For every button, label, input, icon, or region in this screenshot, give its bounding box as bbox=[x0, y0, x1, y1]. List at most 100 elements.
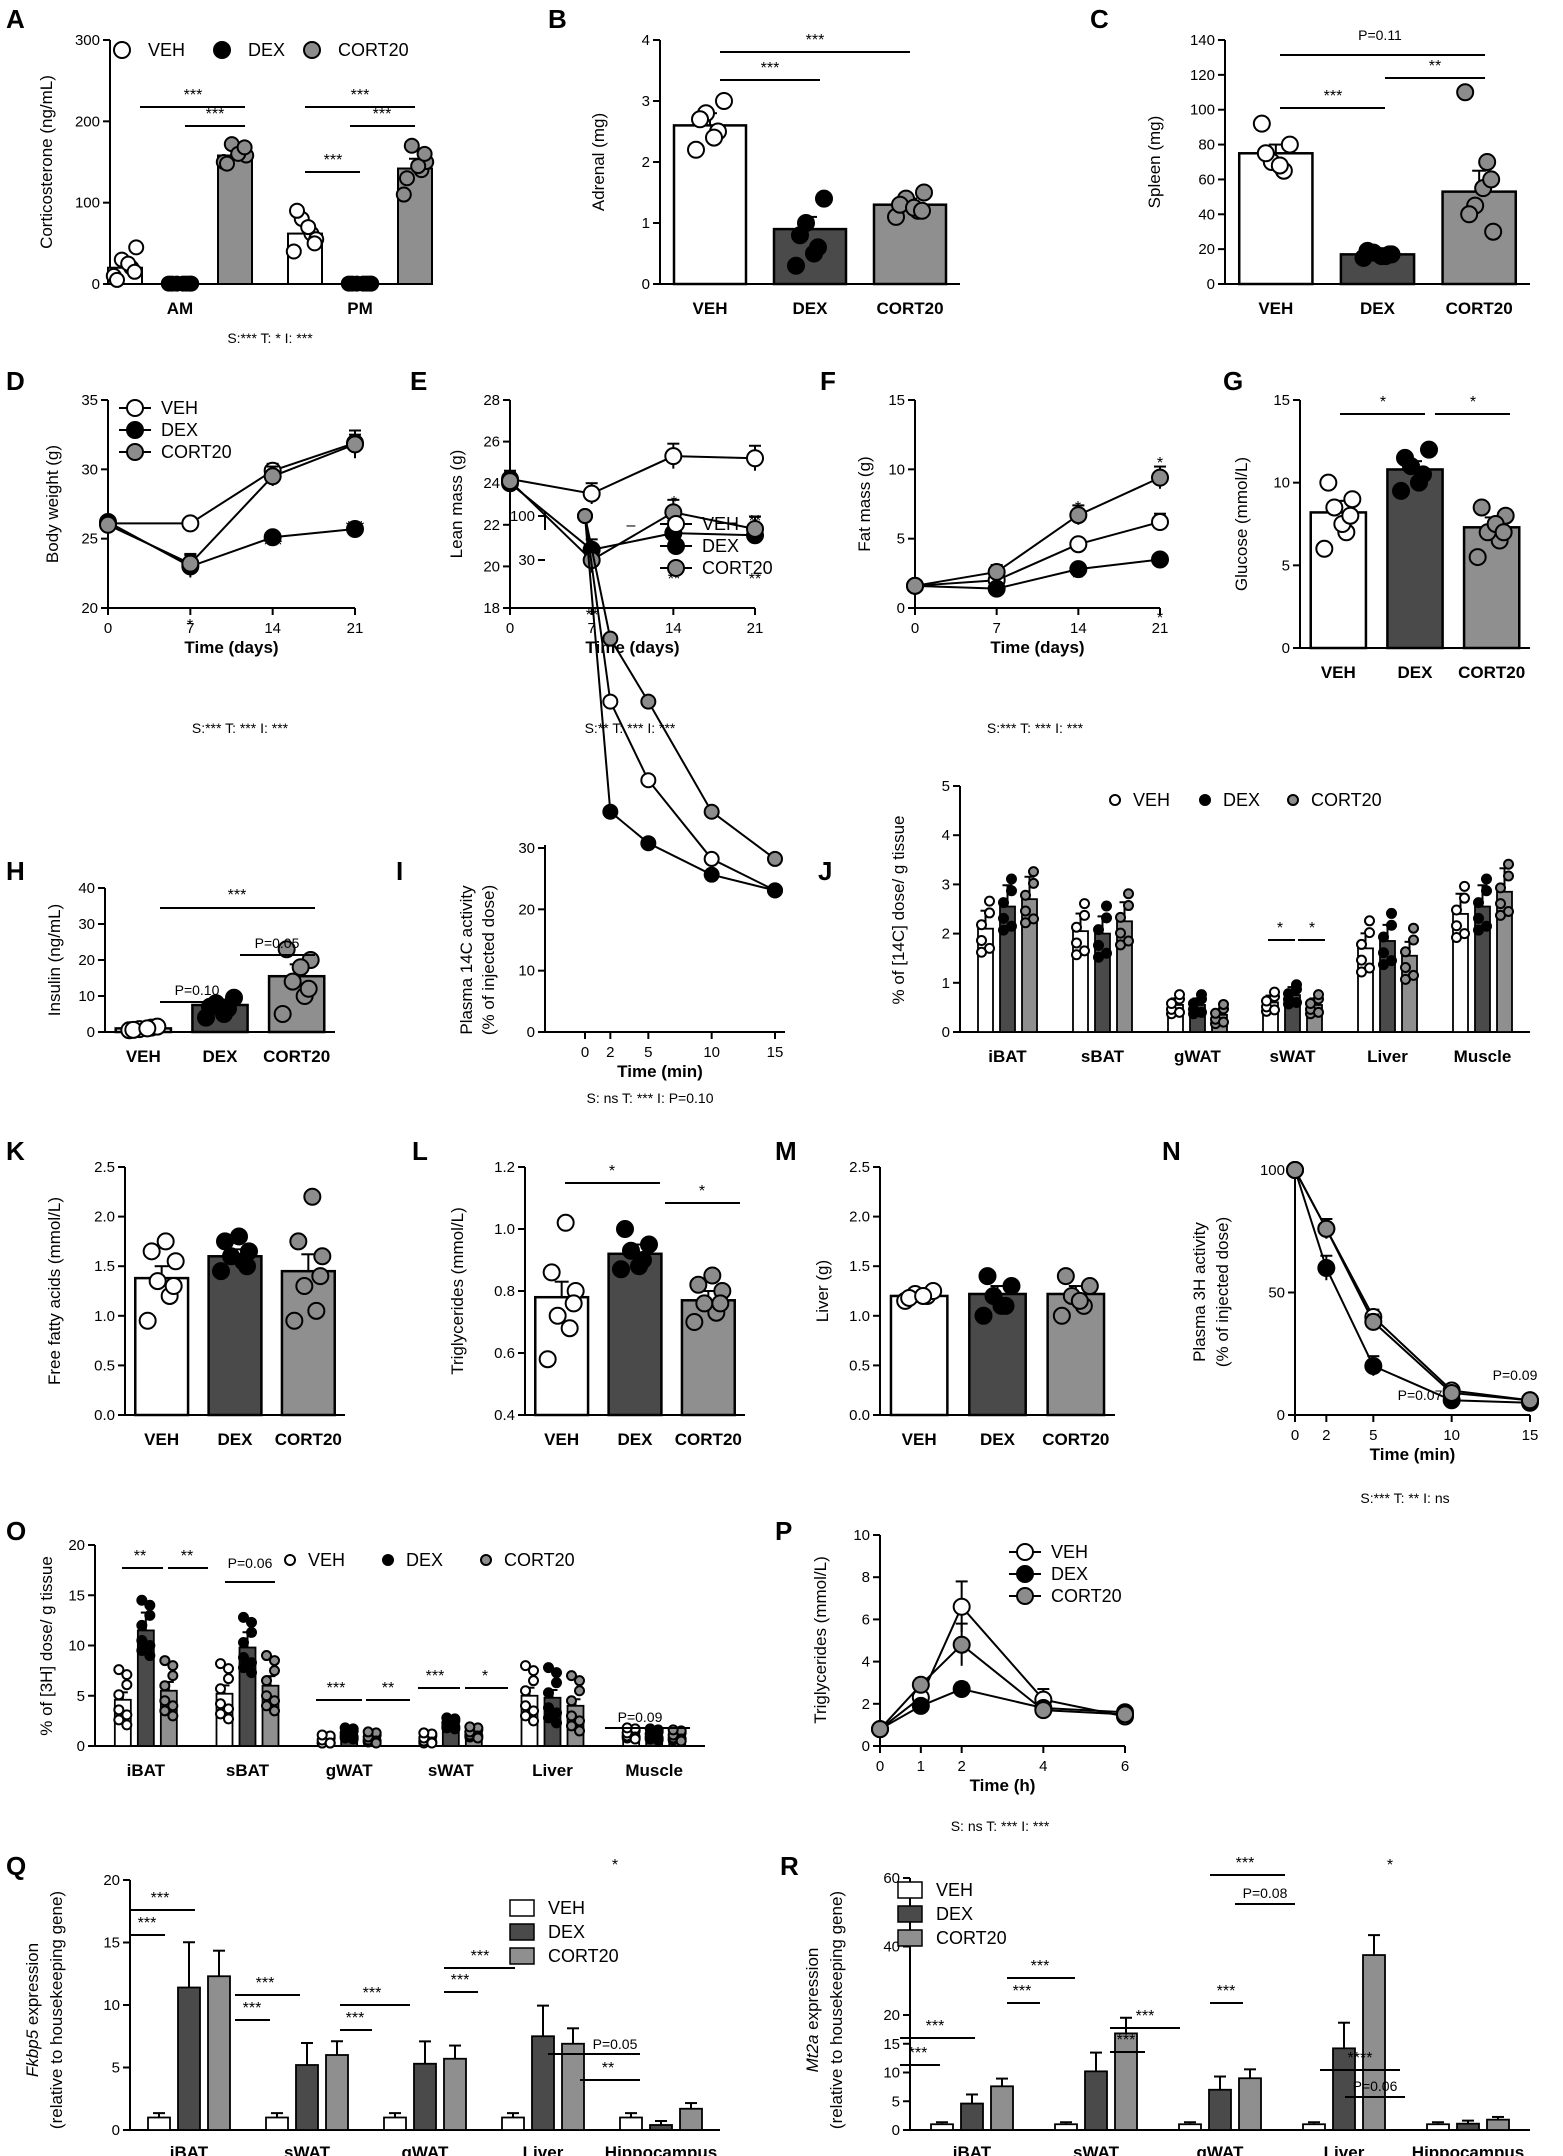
data-point-L-DEX bbox=[612, 1260, 630, 1279]
data-point-G-VEH bbox=[1343, 490, 1362, 509]
x-tick-label-G: VEH bbox=[1321, 663, 1356, 682]
panel-label-C: C bbox=[1090, 4, 1109, 34]
legend-marker-J-VEH bbox=[1109, 794, 1121, 806]
data-point-E-CORT20 bbox=[746, 519, 764, 538]
data-point-J-VEH bbox=[1174, 989, 1185, 1001]
significance-Q: *** bbox=[138, 1915, 157, 1932]
x-tick-label-O: iBAT bbox=[127, 1761, 166, 1780]
x-tick-label-N: 0 bbox=[1291, 1427, 1299, 1444]
significance-H: P=0.05 bbox=[255, 935, 300, 951]
stats-summary-I: S: ns T: *** I: P=0.10 bbox=[587, 1090, 714, 1106]
data-point-B-DEX bbox=[787, 256, 805, 275]
significance-C: *** bbox=[1324, 88, 1343, 105]
y-tick-label-I: 0 bbox=[527, 1024, 535, 1041]
data-point-I-CORT20 bbox=[767, 850, 783, 867]
x-tick-label-Q: gWAT bbox=[402, 2143, 450, 2156]
data-point-B-VEH bbox=[691, 110, 709, 129]
y-tick-label-I: 20 bbox=[518, 901, 535, 918]
y-tick-label-C: 20 bbox=[1198, 241, 1215, 258]
y-tick-label-H: 10 bbox=[78, 988, 95, 1005]
significance-H: P=0.10 bbox=[175, 982, 220, 998]
data-point-O-CORT20 bbox=[159, 1655, 171, 1667]
data-point-J-CORT20 bbox=[1218, 1016, 1229, 1028]
data-point-J-VEH bbox=[1079, 898, 1090, 910]
x-tick-label-B: VEH bbox=[693, 299, 728, 318]
data-point-H-DEX bbox=[225, 988, 243, 1007]
y-tick-label-M: 0.5 bbox=[849, 1357, 870, 1374]
data-point-O-DEX bbox=[543, 1702, 554, 1714]
bar-C-CORT20 bbox=[1441, 190, 1518, 286]
data-point-K-VEH bbox=[164, 1277, 183, 1296]
data-point-J-VEH bbox=[1459, 880, 1470, 892]
data-point-O-CORT20 bbox=[167, 1700, 179, 1712]
annotation-I: – bbox=[627, 517, 636, 534]
data-point-O-CORT20 bbox=[362, 1726, 374, 1738]
legend-label-A-CORT20: CORT20 bbox=[338, 40, 409, 60]
data-point-O-CORT20 bbox=[667, 1724, 679, 1736]
data-point-A-DEX bbox=[361, 275, 378, 292]
significance-B: *** bbox=[761, 60, 780, 77]
legend-swatch-R-DEX bbox=[897, 1905, 923, 1923]
data-point-J-VEH bbox=[1451, 904, 1462, 916]
x-tick-label-M: DEX bbox=[980, 1430, 1016, 1449]
y-axis-title-G: Glucose (mmol/L) bbox=[1232, 457, 1251, 591]
y-tick-label-I: 30 bbox=[518, 552, 535, 569]
y-tick-label-G: 15 bbox=[1273, 392, 1290, 409]
significance-R: **** bbox=[1348, 2050, 1373, 2067]
data-point-I-DEX bbox=[640, 835, 657, 852]
y-tick-label-Q: 0 bbox=[112, 2122, 120, 2139]
y-tick-label-H: 40 bbox=[78, 880, 95, 897]
x-tick-label-H: DEX bbox=[203, 1047, 239, 1066]
data-point-L-CORT20 bbox=[711, 1294, 730, 1313]
legend-label-Q-DEX: DEX bbox=[548, 1922, 585, 1942]
data-point-L-CORT20 bbox=[685, 1313, 704, 1331]
data-point-J-VEH bbox=[1261, 995, 1272, 1007]
data-point-O-CORT20 bbox=[269, 1695, 280, 1707]
data-point-O-CORT20 bbox=[159, 1680, 171, 1692]
y-tick-label-Q: 10 bbox=[103, 1997, 120, 2014]
data-point-O-VEH bbox=[418, 1727, 430, 1739]
series-line-E-CORT20 bbox=[509, 480, 756, 562]
data-point-K-DEX bbox=[230, 1227, 248, 1246]
legend-label-D-DEX: DEX bbox=[161, 420, 198, 440]
bar-Q-gWAT-DEX bbox=[413, 2062, 437, 2131]
y-tick-label-J: 1 bbox=[942, 975, 950, 992]
data-point-E-CORT20 bbox=[501, 472, 519, 491]
data-point-J-DEX bbox=[1093, 939, 1104, 951]
x-axis-title-I: Time (min) bbox=[617, 1062, 703, 1081]
data-point-J-CORT20 bbox=[1313, 989, 1324, 1001]
legend-marker-D-VEH bbox=[126, 399, 144, 417]
y-tick-label-P: 2 bbox=[862, 1696, 870, 1713]
annotation-N: P=0.07 bbox=[1398, 1387, 1443, 1403]
data-point-D-DEX bbox=[346, 519, 364, 538]
y-tick-label-A: 200 bbox=[75, 113, 100, 130]
annotation-E: ** bbox=[586, 607, 598, 624]
data-point-I-CORT20 bbox=[602, 630, 619, 647]
data-point-G-CORT20 bbox=[1468, 548, 1487, 567]
data-point-A-VEH bbox=[289, 202, 305, 219]
significance-O: *** bbox=[426, 1668, 445, 1685]
data-point-O-DEX bbox=[136, 1634, 148, 1646]
x-tick-label-A: PM bbox=[347, 299, 373, 318]
bar-Q-Hippocampus-CORT20 bbox=[679, 2107, 703, 2131]
data-point-P-VEH bbox=[952, 1597, 971, 1616]
data-point-H-CORT20 bbox=[283, 972, 302, 991]
data-point-O-DEX bbox=[246, 1667, 257, 1679]
data-point-O-CORT20 bbox=[159, 1705, 171, 1717]
significance-R: * bbox=[1387, 1857, 1393, 1874]
legend-label-R-DEX: DEX bbox=[936, 1904, 973, 1924]
data-point-O-VEH bbox=[215, 1658, 226, 1670]
y-tick-label-A: 100 bbox=[75, 195, 100, 212]
y-tick-label-R: 20 bbox=[883, 2007, 900, 2024]
annotation-D: *** bbox=[346, 519, 365, 536]
legend-marker-I-VEH bbox=[667, 515, 685, 533]
x-tick-label-J: sWAT bbox=[1270, 1047, 1317, 1066]
y-tick-label-N: 100 bbox=[1260, 1162, 1285, 1179]
x-tick-label-N: 2 bbox=[1322, 1427, 1330, 1444]
y-axis-title-E: Lean mass (g) bbox=[447, 450, 466, 559]
data-point-J-DEX bbox=[1283, 988, 1294, 1000]
data-point-C-VEH bbox=[1256, 144, 1275, 163]
y-tick-label-D: 30 bbox=[81, 461, 98, 478]
data-point-K-DEX bbox=[238, 1257, 256, 1276]
data-point-J-VEH bbox=[1071, 937, 1082, 949]
